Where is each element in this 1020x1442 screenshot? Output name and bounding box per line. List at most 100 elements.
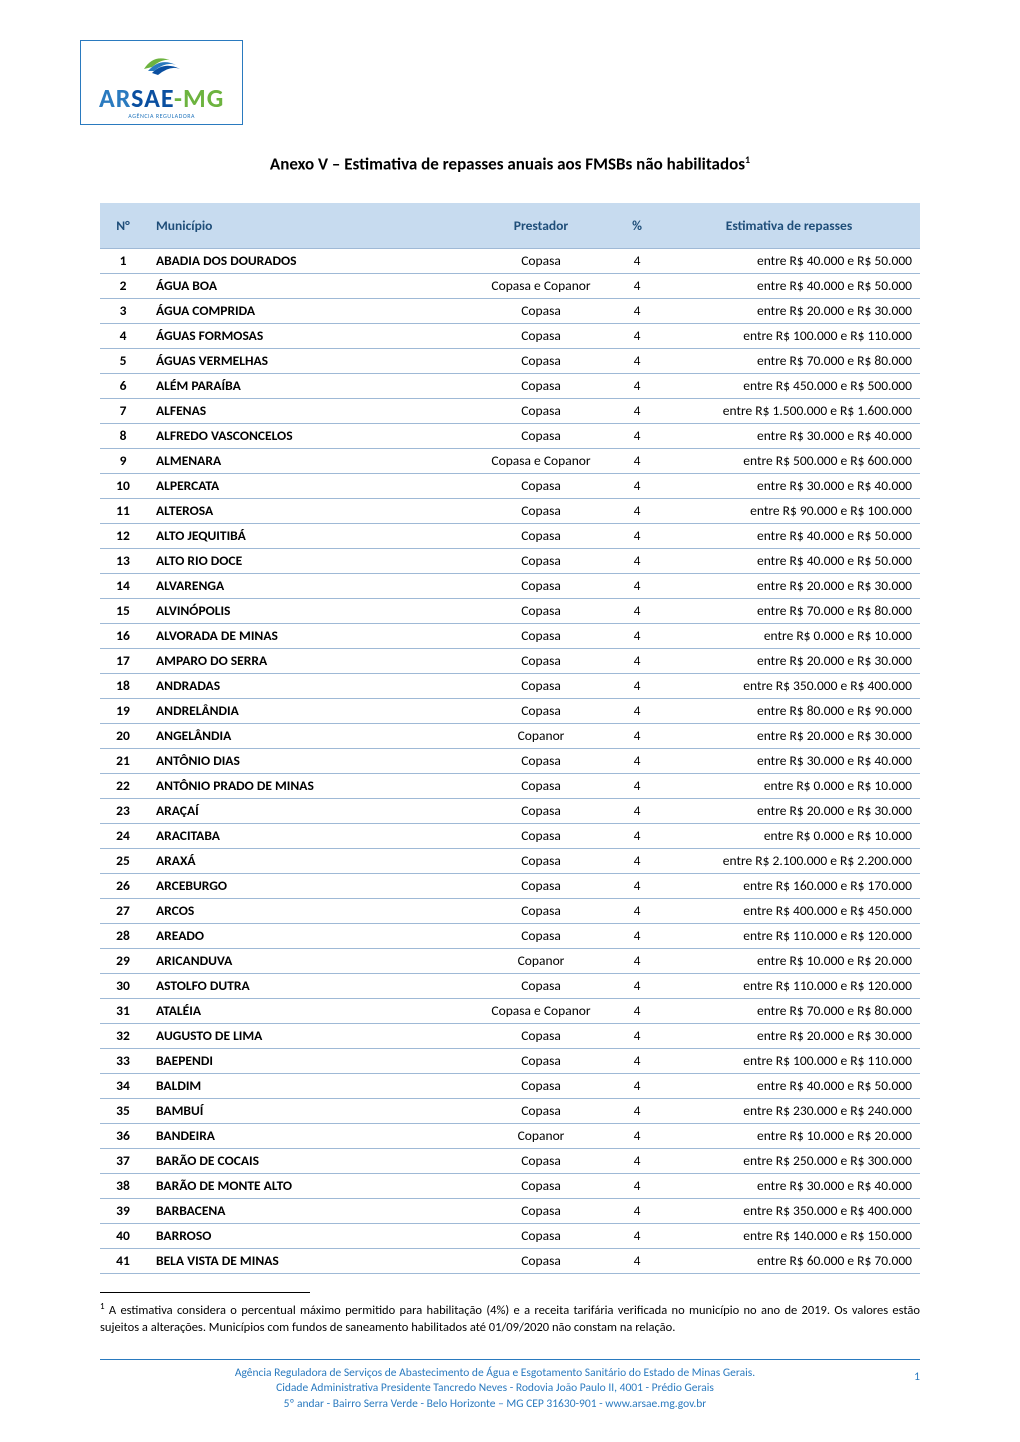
- cell-estimativa: entre R$ 160.000 e R$ 170.000: [658, 873, 920, 898]
- cell-prestador: Copasa: [466, 598, 616, 623]
- cell-estimativa: entre R$ 350.000 e R$ 400.000: [658, 673, 920, 698]
- cell-prestador: Copasa: [466, 823, 616, 848]
- footer-separator: [100, 1359, 920, 1360]
- table-row: 15ALVINÓPOLISCopasa4entre R$ 70.000 e R$…: [100, 598, 920, 623]
- cell-n: 19: [100, 698, 146, 723]
- table-row: 28AREADOCopasa4entre R$ 110.000 e R$ 120…: [100, 923, 920, 948]
- cell-n: 34: [100, 1073, 146, 1098]
- cell-pct: 4: [616, 398, 658, 423]
- cell-pct: 4: [616, 1198, 658, 1223]
- cell-municipio: ASTOLFO DUTRA: [146, 973, 466, 998]
- cell-prestador: Copasa: [466, 573, 616, 598]
- table-row: 21ANTÔNIO DIASCopasa4entre R$ 30.000 e R…: [100, 748, 920, 773]
- cell-estimativa: entre R$ 350.000 e R$ 400.000: [658, 1198, 920, 1223]
- table-row: 1ABADIA DOS DOURADOSCopasa4entre R$ 40.0…: [100, 248, 920, 273]
- table-row: 41BELA VISTA DE MINASCopasa4entre R$ 60.…: [100, 1248, 920, 1273]
- cell-prestador: Copasa: [466, 1248, 616, 1273]
- cell-estimativa: entre R$ 140.000 e R$ 150.000: [658, 1223, 920, 1248]
- page-footer: Agência Reguladora de Serviços de Abaste…: [100, 1366, 920, 1413]
- cell-n: 18: [100, 673, 146, 698]
- cell-prestador: Copasa: [466, 348, 616, 373]
- table-row: 6ALÉM PARAÍBACopasa4entre R$ 450.000 e R…: [100, 373, 920, 398]
- cell-n: 13: [100, 548, 146, 573]
- cell-estimativa: entre R$ 20.000 e R$ 30.000: [658, 298, 920, 323]
- header-pct: %: [616, 203, 658, 249]
- cell-n: 22: [100, 773, 146, 798]
- cell-n: 17: [100, 648, 146, 673]
- cell-prestador: Copasa: [466, 248, 616, 273]
- cell-n: 14: [100, 573, 146, 598]
- cell-pct: 4: [616, 998, 658, 1023]
- table-row: 38BARÃO DE MONTE ALTOCopasa4entre R$ 30.…: [100, 1173, 920, 1198]
- cell-estimativa: entre R$ 250.000 e R$ 300.000: [658, 1148, 920, 1173]
- cell-prestador: Copasa: [466, 1148, 616, 1173]
- table-row: 5ÁGUAS VERMELHASCopasa4entre R$ 70.000 e…: [100, 348, 920, 373]
- cell-estimativa: entre R$ 30.000 e R$ 40.000: [658, 423, 920, 448]
- cell-municipio: ARCOS: [146, 898, 466, 923]
- cell-estimativa: entre R$ 20.000 e R$ 30.000: [658, 723, 920, 748]
- cell-pct: 4: [616, 573, 658, 598]
- cell-estimativa: entre R$ 100.000 e R$ 110.000: [658, 323, 920, 348]
- cell-municipio: AUGUSTO DE LIMA: [146, 1023, 466, 1048]
- table-row: 32AUGUSTO DE LIMACopasa4entre R$ 20.000 …: [100, 1023, 920, 1048]
- table-row: 3ÁGUA COMPRIDACopasa4entre R$ 20.000 e R…: [100, 298, 920, 323]
- table-row: 34BALDIMCopasa4entre R$ 40.000 e R$ 50.0…: [100, 1073, 920, 1098]
- table-row: 27ARCOSCopasa4entre R$ 400.000 e R$ 450.…: [100, 898, 920, 923]
- table-row: 12ALTO JEQUITIBÁCopasa4entre R$ 40.000 e…: [100, 523, 920, 548]
- cell-pct: 4: [616, 1123, 658, 1148]
- cell-prestador: Copasa: [466, 1098, 616, 1123]
- cell-pct: 4: [616, 673, 658, 698]
- cell-pct: 4: [616, 723, 658, 748]
- cell-municipio: AREADO: [146, 923, 466, 948]
- footer-line3: 5º andar - Bairro Serra Verde - Belo Hor…: [284, 1397, 707, 1411]
- cell-n: 37: [100, 1148, 146, 1173]
- cell-estimativa: entre R$ 450.000 e R$ 500.000: [658, 373, 920, 398]
- cell-pct: 4: [616, 873, 658, 898]
- footnote-ref: 1: [100, 1301, 105, 1312]
- cell-estimativa: entre R$ 70.000 e R$ 80.000: [658, 598, 920, 623]
- cell-municipio: BARBACENA: [146, 1198, 466, 1223]
- cell-estimativa: entre R$ 70.000 e R$ 80.000: [658, 348, 920, 373]
- cell-estimativa: entre R$ 400.000 e R$ 450.000: [658, 898, 920, 923]
- cell-n: 31: [100, 998, 146, 1023]
- table-header: N° Município Prestador % Estimativa de r…: [100, 203, 920, 249]
- cell-prestador: Copasa: [466, 498, 616, 523]
- cell-prestador: Copasa: [466, 298, 616, 323]
- cell-municipio: ARICANDUVA: [146, 948, 466, 973]
- cell-n: 40: [100, 1223, 146, 1248]
- cell-municipio: ATALÉIA: [146, 998, 466, 1023]
- cell-prestador: Copasa: [466, 873, 616, 898]
- cell-prestador: Copasa: [466, 373, 616, 398]
- table-row: 37BARÃO DE COCAISCopasa4entre R$ 250.000…: [100, 1148, 920, 1173]
- cell-estimativa: entre R$ 230.000 e R$ 240.000: [658, 1098, 920, 1123]
- cell-n: 5: [100, 348, 146, 373]
- cell-n: 26: [100, 873, 146, 898]
- logo-block: ARSAE-MG AGÊNCIA REGULADORA: [80, 40, 920, 125]
- cell-municipio: ÁGUAS VERMELHAS: [146, 348, 466, 373]
- cell-estimativa: entre R$ 0.000 e R$ 10.000: [658, 773, 920, 798]
- cell-municipio: ALFENAS: [146, 398, 466, 423]
- cell-prestador: Copasa: [466, 1173, 616, 1198]
- cell-pct: 4: [616, 698, 658, 723]
- cell-n: 20: [100, 723, 146, 748]
- table-row: 17AMPARO DO SERRACopasa4entre R$ 20.000 …: [100, 648, 920, 673]
- document-page: ARSAE-MG AGÊNCIA REGULADORA Anexo V – Es…: [0, 0, 1020, 1442]
- cell-pct: 4: [616, 248, 658, 273]
- header-n: N°: [100, 203, 146, 249]
- footer-line1: Agência Reguladora de Serviços de Abaste…: [235, 1366, 755, 1380]
- cell-municipio: ALMENARA: [146, 448, 466, 473]
- logo-box: ARSAE-MG AGÊNCIA REGULADORA: [80, 40, 243, 125]
- cell-municipio: ALVARENGA: [146, 573, 466, 598]
- table-row: 10ALPERCATACopasa4entre R$ 30.000 e R$ 4…: [100, 473, 920, 498]
- logo-text-dash: -: [174, 82, 183, 114]
- cell-n: 35: [100, 1098, 146, 1123]
- cell-pct: 4: [616, 473, 658, 498]
- cell-estimativa: entre R$ 500.000 e R$ 600.000: [658, 448, 920, 473]
- cell-estimativa: entre R$ 10.000 e R$ 20.000: [658, 1123, 920, 1148]
- cell-municipio: ANTÔNIO PRADO DE MINAS: [146, 773, 466, 798]
- table-row: 9ALMENARACopasa e Copanor4entre R$ 500.0…: [100, 448, 920, 473]
- cell-municipio: ALPERCATA: [146, 473, 466, 498]
- cell-municipio: BALDIM: [146, 1073, 466, 1098]
- table-row: 18ANDRADASCopasa4entre R$ 350.000 e R$ 4…: [100, 673, 920, 698]
- table-row: 13ALTO RIO DOCECopasa4entre R$ 40.000 e …: [100, 548, 920, 573]
